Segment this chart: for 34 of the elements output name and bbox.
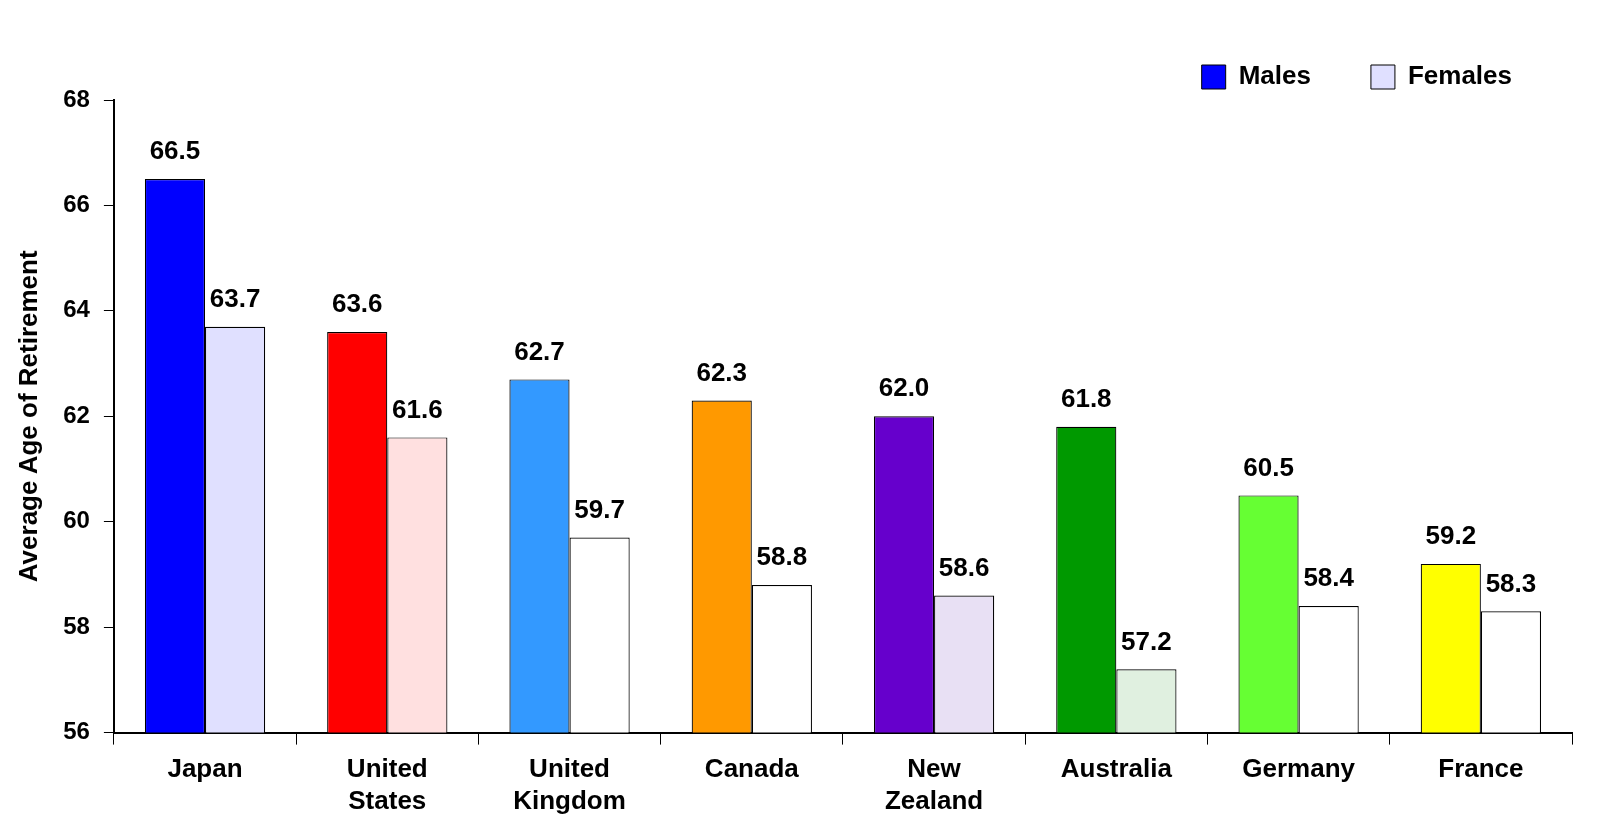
x-tick-label: United Kingdom [513, 753, 626, 815]
data-label: 58.6 [938, 551, 990, 582]
x-tick-label: United States [346, 753, 428, 815]
data-label: 60.5 [1243, 451, 1294, 482]
x-tick-label: Australia [1060, 753, 1173, 784]
y-tick-label: 68 [63, 84, 90, 112]
y-tick-label: 66 [63, 190, 90, 218]
data-label: 62.3 [696, 356, 748, 387]
x-tick-label: Germany [1242, 753, 1356, 784]
y-tick-label: 60 [63, 506, 90, 534]
data-label: 63.7 [209, 282, 261, 313]
data-label: 58.3 [1485, 567, 1537, 598]
y-tick-label: 62 [63, 400, 90, 428]
data-label: 59.2 [1425, 520, 1477, 551]
data-label: 61.6 [392, 393, 443, 424]
x-tick-label: Japan [167, 753, 243, 784]
x-tick-label: Canada [704, 753, 800, 784]
y-tick-label: 64 [63, 295, 91, 323]
data-label: 59.7 [574, 493, 625, 524]
y-tick-label: 56 [63, 717, 90, 745]
data-label: 61.8 [1060, 383, 1112, 414]
y-tick-label: 58 [63, 611, 90, 639]
x-tick-label: New Zealand [884, 753, 984, 815]
data-label: 62.0 [878, 372, 930, 403]
data-label: 58.4 [1303, 562, 1355, 593]
y-axis-title: Average Age of Retirement [12, 250, 43, 583]
data-label: 62.7 [514, 335, 565, 366]
x-tick-label: France [1438, 753, 1524, 784]
legend-label: Females [1407, 60, 1513, 91]
data-label: 57.2 [1121, 625, 1172, 656]
data-label: 63.6 [331, 288, 383, 319]
data-label: 58.8 [756, 541, 808, 572]
data-label: 66.5 [149, 135, 201, 166]
legend-label: Males [1238, 60, 1311, 91]
